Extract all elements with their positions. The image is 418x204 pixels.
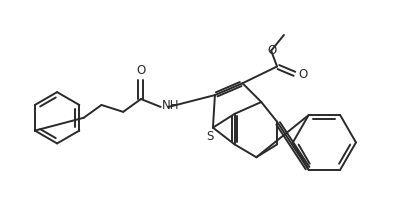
- Text: O: O: [268, 44, 277, 57]
- Text: NH: NH: [162, 99, 179, 112]
- Text: S: S: [206, 130, 214, 143]
- Text: O: O: [136, 64, 145, 77]
- Text: O: O: [299, 68, 308, 81]
